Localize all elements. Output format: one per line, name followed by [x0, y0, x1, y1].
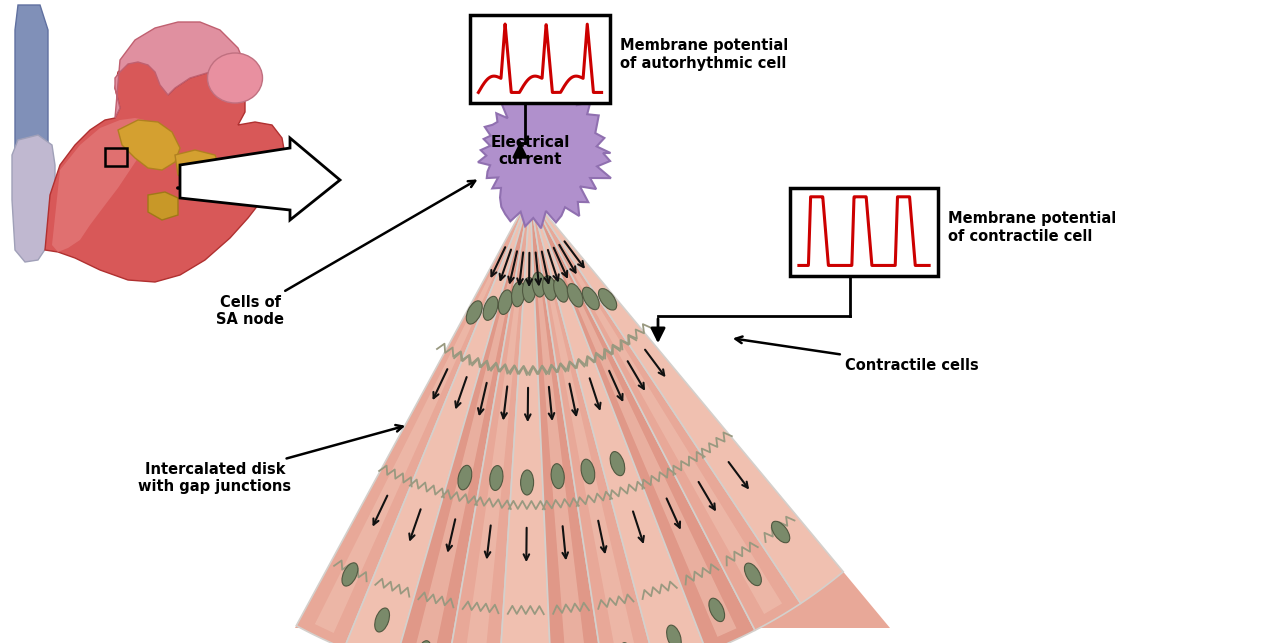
Polygon shape: [498, 195, 552, 643]
Ellipse shape: [567, 284, 583, 307]
Ellipse shape: [457, 466, 471, 490]
Polygon shape: [535, 255, 587, 643]
Polygon shape: [45, 60, 285, 282]
Ellipse shape: [599, 289, 617, 310]
Ellipse shape: [341, 563, 358, 586]
Text: Intercalated disk
with gap junctions: Intercalated disk with gap junctions: [139, 425, 403, 494]
Ellipse shape: [512, 282, 525, 307]
Polygon shape: [148, 192, 178, 220]
Ellipse shape: [208, 53, 262, 103]
Ellipse shape: [466, 301, 483, 324]
Text: Membrane potential
of contractile cell: Membrane potential of contractile cell: [948, 212, 1116, 244]
Polygon shape: [530, 195, 801, 630]
Bar: [104, 148, 127, 166]
Ellipse shape: [708, 598, 725, 622]
Polygon shape: [446, 195, 530, 643]
Polygon shape: [363, 251, 512, 643]
Polygon shape: [530, 195, 656, 643]
Ellipse shape: [610, 451, 624, 476]
Polygon shape: [296, 195, 891, 628]
Polygon shape: [15, 5, 48, 175]
Text: Membrane potential
of autorhythmic cell: Membrane potential of autorhythmic cell: [620, 39, 789, 71]
Polygon shape: [515, 255, 535, 643]
Ellipse shape: [418, 640, 432, 643]
Ellipse shape: [554, 278, 568, 302]
Text: Contractile cells: Contractile cells: [735, 336, 978, 372]
Ellipse shape: [772, 521, 790, 543]
Polygon shape: [478, 78, 612, 228]
Polygon shape: [118, 120, 180, 170]
Ellipse shape: [483, 296, 498, 320]
Polygon shape: [394, 195, 530, 643]
Polygon shape: [530, 195, 755, 643]
Polygon shape: [530, 195, 707, 643]
Ellipse shape: [666, 625, 682, 643]
Ellipse shape: [522, 278, 535, 302]
Polygon shape: [559, 246, 782, 614]
Ellipse shape: [375, 608, 390, 632]
Polygon shape: [530, 195, 843, 603]
Ellipse shape: [552, 464, 564, 489]
Polygon shape: [548, 251, 688, 643]
Ellipse shape: [521, 470, 534, 495]
Polygon shape: [115, 22, 245, 118]
Bar: [790, 188, 938, 276]
Polygon shape: [297, 195, 530, 643]
Text: Cells of
SA node: Cells of SA node: [217, 181, 475, 327]
Polygon shape: [412, 253, 517, 643]
Polygon shape: [11, 135, 55, 262]
Polygon shape: [530, 195, 604, 643]
Text: Electrical
current: Electrical current: [490, 135, 569, 167]
Ellipse shape: [744, 563, 762, 586]
Ellipse shape: [582, 287, 599, 310]
Ellipse shape: [489, 466, 503, 491]
Polygon shape: [541, 253, 638, 643]
Ellipse shape: [543, 276, 557, 300]
Polygon shape: [180, 138, 340, 220]
Polygon shape: [344, 195, 530, 643]
Polygon shape: [315, 249, 506, 633]
Polygon shape: [175, 150, 220, 182]
Polygon shape: [462, 255, 524, 643]
Polygon shape: [553, 249, 736, 637]
Ellipse shape: [498, 290, 512, 314]
Ellipse shape: [581, 459, 595, 484]
Polygon shape: [564, 242, 824, 586]
Bar: [470, 15, 610, 103]
Polygon shape: [52, 118, 148, 252]
Ellipse shape: [533, 272, 545, 297]
